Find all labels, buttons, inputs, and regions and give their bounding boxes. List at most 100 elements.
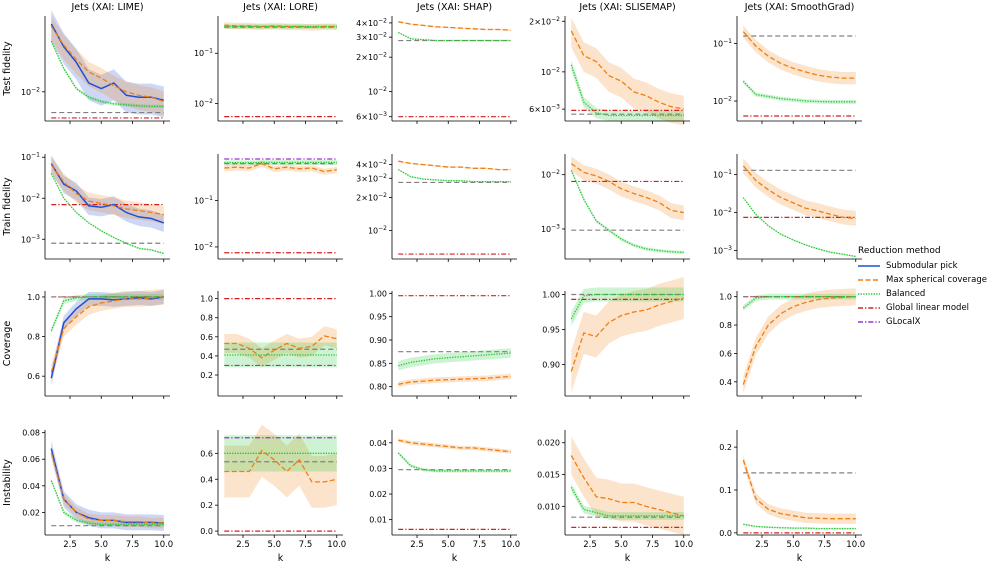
x-tick-label: 10.0 bbox=[327, 540, 346, 550]
x-tick-label: 7.5 bbox=[818, 540, 832, 550]
x-tick-label: 5.0 bbox=[94, 540, 108, 550]
legend-swatch-balanced bbox=[858, 293, 880, 295]
series-balanced bbox=[50, 296, 164, 331]
subplot-3-1: 0.6 0.8 1.0 Coverage bbox=[2, 289, 170, 399]
y-tick-label: 0.2 bbox=[200, 371, 213, 380]
legend-label: Max spherical coverage bbox=[886, 275, 987, 285]
series-maxsph bbox=[570, 297, 684, 372]
y-tick-label: 2×10−2 bbox=[356, 192, 387, 203]
series-maxsph bbox=[224, 449, 337, 483]
x-axis-label: k bbox=[105, 553, 111, 564]
series-submodular bbox=[50, 23, 164, 101]
y-tick-label: 0.6 bbox=[200, 449, 213, 458]
band-maxsph bbox=[743, 158, 856, 226]
band-maxsph bbox=[743, 25, 856, 85]
series-balanced bbox=[50, 173, 164, 255]
band-maxsph bbox=[398, 160, 511, 171]
legend-item-balanced: Balanced bbox=[858, 287, 994, 301]
band-maxsph bbox=[224, 424, 337, 508]
band-maxsph bbox=[51, 16, 164, 117]
subplot-4-3: 2.5 5.0 7.5 10.0 0.01 0.02 0.03 0.04 k bbox=[369, 430, 520, 564]
series-balanced bbox=[742, 197, 856, 258]
y-tick-label: 0.8 bbox=[200, 314, 213, 323]
series-maxsph bbox=[742, 459, 856, 520]
y-tick-label: 4×10−2 bbox=[356, 159, 387, 170]
band-submodular bbox=[51, 10, 164, 118]
band-maxsph bbox=[571, 156, 684, 221]
y-tick-label: 6×10−3 bbox=[356, 111, 387, 122]
y-tick-label: 0.90 bbox=[542, 361, 560, 370]
series-maxsph bbox=[50, 296, 164, 373]
legend-item-global-linear: Global linear model bbox=[858, 301, 994, 315]
x-tick-label: 5.0 bbox=[614, 540, 628, 550]
y-tick-label: 10−2 bbox=[713, 96, 732, 107]
band-maxsph bbox=[398, 373, 511, 388]
subplot-4-1: 2.5 5.0 7.5 10.0 0.02 0.04 0.06 0.08 Instability… bbox=[2, 429, 173, 564]
band-maxsph bbox=[398, 438, 511, 454]
band-submodular bbox=[51, 290, 164, 386]
x-tick-label: 10.0 bbox=[154, 540, 173, 550]
row-label: Train fidelity bbox=[2, 177, 13, 237]
y-tick-label: 0.8 bbox=[719, 321, 732, 330]
x-axis-label: k bbox=[452, 553, 458, 564]
y-tick-label: 1.0 bbox=[200, 295, 213, 304]
y-tick-label: 3×10−2 bbox=[356, 173, 387, 184]
legend-title: Reduction method bbox=[858, 246, 941, 256]
y-tick-label: 10−3 bbox=[21, 234, 40, 245]
y-tick-label: 0.95 bbox=[542, 326, 560, 335]
legend-label: Submodular pick bbox=[886, 261, 958, 271]
subplot-title: Jets (XAI: LIME) bbox=[70, 2, 143, 13]
legend-label: Balanced bbox=[886, 289, 926, 299]
x-tick-label: 10.0 bbox=[846, 540, 865, 550]
y-tick-label: 0.8 bbox=[27, 333, 40, 342]
subplot-2-5: 10−3 10−2 10−1 bbox=[713, 154, 862, 262]
band-submodular bbox=[51, 155, 164, 232]
band-balanced bbox=[224, 435, 337, 472]
legend-swatch-max-spherical bbox=[858, 279, 880, 281]
band-balanced bbox=[571, 287, 684, 326]
band-balanced bbox=[571, 483, 684, 520]
series-balanced bbox=[570, 486, 684, 517]
subplot-title: Jets (XAI: LORE) bbox=[242, 2, 318, 13]
x-tick-label: 5.0 bbox=[786, 540, 800, 550]
subplot-title: Jets (XAI: SmoothGrad) bbox=[744, 2, 855, 13]
y-tick-label: 0.02 bbox=[22, 508, 40, 517]
subplot-3-3: 0.80 0.85 0.90 0.95 1.00 bbox=[369, 289, 517, 399]
series-balanced bbox=[570, 170, 684, 254]
series-balanced bbox=[50, 480, 164, 526]
y-tick-label: 6×10−3 bbox=[529, 104, 560, 115]
series-submodular bbox=[50, 163, 165, 224]
y-tick-label: 0.6 bbox=[719, 349, 732, 358]
x-tick-label: 2.5 bbox=[63, 540, 77, 550]
band-balanced bbox=[743, 523, 856, 530]
subplot-1-2: 10−2 10−1 Jets (XAI: LORE) bbox=[194, 2, 343, 124]
x-tick-label: 7.5 bbox=[473, 540, 487, 550]
subplot-2-2: 10−2 10−1 bbox=[194, 154, 343, 262]
x-tick-label: 10.0 bbox=[674, 540, 693, 550]
y-tick-label: 10−2 bbox=[194, 98, 213, 109]
y-tick-label: 1.0 bbox=[27, 293, 40, 302]
y-tick-label: 10−3 bbox=[541, 223, 560, 234]
y-tick-label: 0.95 bbox=[369, 313, 387, 322]
y-tick-label: 0.90 bbox=[369, 336, 387, 345]
y-tick-label: 10−2 bbox=[541, 66, 560, 77]
y-tick-label: 0.01 bbox=[369, 516, 387, 525]
series-maxsph bbox=[50, 164, 164, 216]
band-balanced bbox=[743, 79, 856, 104]
band-maxsph bbox=[743, 288, 856, 394]
series-maxsph bbox=[570, 163, 684, 214]
x-tick-label: 5.0 bbox=[441, 540, 455, 550]
series-maxsph bbox=[570, 30, 684, 110]
y-tick-label: 10−2 bbox=[541, 169, 560, 180]
subplot-2-4: 10−3 10−2 bbox=[541, 154, 690, 262]
band-balanced bbox=[398, 31, 511, 42]
y-tick-label: 10−2 bbox=[368, 225, 387, 236]
series-maxsph bbox=[398, 439, 511, 453]
legend-swatch-global-linear bbox=[858, 307, 880, 309]
subplot-3-4: 0.90 0.95 1.00 bbox=[542, 277, 690, 399]
x-axis-label: k bbox=[278, 553, 284, 564]
subplot-4-5: 2.5 5.0 7.5 10.0 0.0 0.1 0.2 k bbox=[719, 430, 865, 564]
legend-item-max-spherical: Max spherical coverage bbox=[858, 273, 994, 287]
x-axis-label: k bbox=[625, 553, 631, 564]
series-maxsph bbox=[398, 21, 511, 31]
